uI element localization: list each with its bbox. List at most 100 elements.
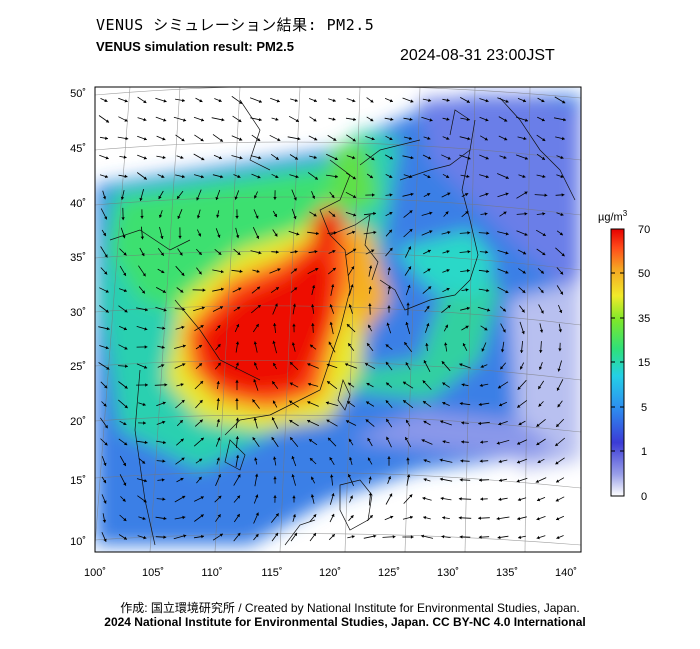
wind-arrow-head bbox=[181, 457, 185, 461]
wind-arrow-head bbox=[426, 305, 430, 310]
wind-arrow-head bbox=[315, 231, 319, 236]
wind-arrow-head bbox=[538, 366, 543, 370]
colorbar-unit: µg/m3 bbox=[598, 209, 627, 224]
wind-arrow-head bbox=[366, 401, 370, 405]
wind-arrow-head bbox=[272, 400, 276, 404]
wind-arrow-head bbox=[309, 458, 314, 462]
wind-arrow-head bbox=[370, 118, 374, 122]
wind-arrow-head bbox=[273, 213, 277, 217]
wind-arrow-head bbox=[124, 385, 128, 389]
wind-arrow-head bbox=[542, 138, 546, 141]
wind-arrow-head bbox=[123, 517, 127, 521]
wind-arrow-head bbox=[103, 479, 106, 484]
wind-arrow-head bbox=[365, 419, 369, 423]
lat-tick-label: 40˚ bbox=[70, 198, 86, 210]
wind-arrow-head bbox=[313, 98, 317, 103]
wind-arrow-head bbox=[106, 366, 110, 370]
wind-arrow-head bbox=[273, 197, 277, 200]
wind-arrow-head bbox=[346, 324, 351, 328]
wind-arrow-head bbox=[446, 117, 450, 121]
wind-arrow-head bbox=[500, 349, 505, 353]
wind-arrow-head bbox=[409, 494, 413, 498]
wind-arrow-head bbox=[497, 535, 501, 540]
wind-arrow-head bbox=[217, 362, 221, 366]
lon-tick-label: 105˚ bbox=[142, 567, 164, 579]
wind-arrow-head bbox=[386, 436, 390, 440]
wind-arrow-head bbox=[329, 457, 333, 461]
wind-arrow-head bbox=[143, 176, 147, 180]
wind-arrow-head bbox=[385, 344, 389, 348]
wind-arrow-head bbox=[141, 290, 145, 294]
lat-tick-label: 10˚ bbox=[70, 536, 86, 548]
wind-arrow-head bbox=[459, 478, 463, 482]
wind-arrow-head bbox=[505, 251, 509, 255]
wind-arrow-head bbox=[536, 423, 540, 427]
wind-arrow-head bbox=[215, 196, 219, 200]
wind-arrow-head bbox=[326, 363, 330, 367]
wind-arrow-head bbox=[258, 156, 262, 160]
wind-arrow-head bbox=[446, 136, 450, 140]
wind-arrow-head bbox=[389, 137, 393, 141]
wind-arrow-head bbox=[218, 495, 222, 499]
wind-arrow-head bbox=[517, 441, 521, 445]
wind-arrow-head bbox=[556, 423, 560, 427]
wind-arrow-head bbox=[560, 174, 564, 178]
wind-arrow-head bbox=[163, 99, 167, 103]
lon-tick-label: 135˚ bbox=[496, 567, 518, 579]
wind-arrow-head bbox=[524, 156, 528, 160]
wind-arrow-head bbox=[560, 155, 564, 159]
wind-arrow-head bbox=[235, 341, 240, 345]
wind-arrow-head bbox=[496, 441, 500, 445]
wind-arrow-head bbox=[200, 381, 204, 385]
wind-arrow-head bbox=[105, 289, 109, 293]
wind-arrow-head bbox=[486, 269, 490, 273]
lat-tick-label: 15˚ bbox=[70, 475, 86, 487]
wind-arrow-head bbox=[333, 137, 337, 141]
lat-tick-label: 45˚ bbox=[70, 143, 86, 155]
wind-arrow-head bbox=[541, 156, 545, 160]
wind-arrow-head bbox=[328, 341, 332, 345]
wind-arrow-head bbox=[200, 437, 204, 441]
wind-arrow-head bbox=[535, 479, 539, 483]
wind-arrow-head bbox=[557, 368, 561, 372]
wind-arrow-head bbox=[332, 250, 336, 254]
wind-arrow-head bbox=[235, 436, 239, 439]
wind-arrow-head bbox=[311, 323, 315, 326]
wind-arrow-head bbox=[252, 437, 256, 441]
wind-arrow-head bbox=[216, 214, 220, 218]
wind-arrow-head bbox=[409, 174, 413, 179]
wind-arrow-head bbox=[307, 363, 311, 367]
wind-arrow-head bbox=[161, 174, 165, 178]
wind-arrow-head bbox=[181, 174, 185, 179]
wind-arrow-head bbox=[180, 477, 184, 481]
wind-arrow-head bbox=[458, 497, 462, 501]
wind-arrow-head bbox=[104, 425, 108, 429]
wind-arrow-head bbox=[442, 440, 446, 444]
wind-arrow-head bbox=[387, 305, 391, 309]
wind-arrow-head bbox=[486, 231, 490, 235]
wind-arrow-head bbox=[219, 533, 223, 537]
wind-arrow-head bbox=[332, 117, 336, 121]
wind-arrow-head bbox=[353, 117, 356, 122]
wind-arrow-head bbox=[332, 213, 336, 217]
wind-arrow-head bbox=[199, 458, 203, 462]
wind-arrow-head bbox=[352, 155, 356, 160]
colorbar-unit-text: µg/m bbox=[598, 211, 623, 224]
wind-arrow-head bbox=[294, 287, 298, 291]
wind-arrow-head bbox=[311, 476, 315, 480]
wind-arrow-head bbox=[428, 98, 432, 102]
wind-arrow-head bbox=[252, 399, 256, 403]
wind-arrow-head bbox=[163, 535, 167, 539]
wind-arrow-head bbox=[275, 117, 279, 121]
wind-arrow-head bbox=[387, 267, 391, 271]
wind-arrow-head bbox=[293, 197, 297, 201]
wind-arrow-head bbox=[254, 457, 258, 461]
wind-arrow-head bbox=[143, 365, 148, 369]
wind-arrow-head bbox=[162, 326, 166, 330]
wind-arrow-head bbox=[368, 324, 372, 328]
wind-arrow-head bbox=[239, 137, 243, 141]
wind-arrow-head bbox=[239, 269, 243, 273]
wind-arrow-head bbox=[410, 535, 414, 539]
timestamp: 2024-08-31 23:00JST bbox=[400, 47, 555, 64]
wind-arrow-head bbox=[555, 498, 559, 502]
